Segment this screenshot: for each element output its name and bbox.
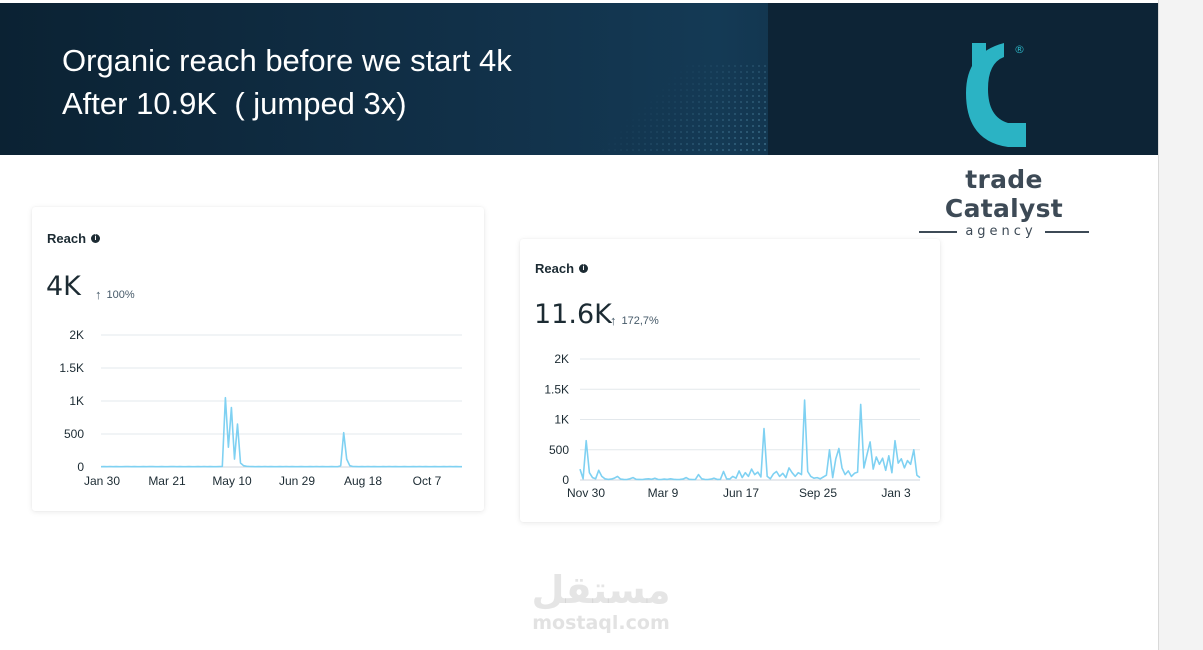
brand-name: trade Catalyst: [944, 165, 1064, 223]
headline-line-1: Organic reach before we start 4k: [62, 43, 512, 78]
x-tick-label: Sep 25: [799, 486, 837, 500]
tagline-rule-left: [919, 230, 958, 233]
slide: Organic reach before we start 4k After 1…: [0, 3, 1158, 634]
arrow-up-icon: ↑: [95, 287, 102, 302]
card-title-text: Reach: [535, 261, 575, 276]
mostaql-watermark: مستقل mostaql.com: [528, 568, 674, 634]
tagline-rule-right: [1044, 230, 1089, 233]
banner-logo-panel: [768, 3, 1158, 155]
x-tick-label: Nov 30: [567, 486, 605, 500]
watermark-latin: mostaql.com: [532, 612, 670, 634]
reach-change: ↑ 100%: [95, 287, 135, 302]
header-banner: Organic reach before we start 4k After 1…: [0, 3, 1158, 155]
reach-series-line: [100, 396, 462, 468]
info-icon[interactable]: i: [579, 264, 589, 273]
watermark-arabic: مستقل: [531, 568, 671, 612]
x-tick-label: Jan 3: [881, 486, 911, 500]
x-tick-label: Jan 30: [84, 474, 120, 488]
brand-tagline: agency: [965, 224, 1037, 239]
card-title-text: Reach: [47, 231, 87, 246]
reach-series-line: [579, 399, 921, 481]
arrow-up-icon: ↑: [610, 313, 617, 328]
y-tick-label: 500: [64, 427, 84, 441]
x-tick-label: Aug 18: [344, 474, 382, 488]
y-tick-label: 500: [549, 443, 569, 457]
x-tick-label: Mar 21: [148, 474, 186, 488]
reach-change: ↑ 172,7%: [610, 313, 659, 328]
trade-catalyst-logo-icon: ®: [966, 43, 1026, 147]
reach-change-value: 172,7%: [621, 314, 659, 327]
headline-line-2: After 10.9K ( jumped 3x): [62, 86, 407, 121]
reach-card-before: Reach i 4K ↑ 100% 0 500 1K 1.5K 2K Jan 30 Mar …: [32, 207, 484, 511]
y-tick-label: 1K: [69, 394, 84, 408]
reach-total: 4K: [46, 271, 81, 302]
x-tick-label: Jun 17: [723, 486, 759, 500]
x-tick-label: May 10: [212, 474, 252, 488]
y-tick-label: 1.5K: [59, 361, 84, 375]
y-tick-label: 0: [77, 460, 84, 474]
reach-card-after: Reach i 11.6K ↑ 172,7% 0 500 1K 1.5K 2K Nov 3…: [520, 239, 940, 522]
brand-logo: trade Catalyst agency: [904, 165, 1104, 239]
x-tick-label: Jun 29: [279, 474, 315, 488]
reach-chart-before: 0 500 1K 1.5K 2K Jan 30 Mar 21 May 10 Jun 29 Aug …: [59, 328, 462, 488]
reach-total: 11.6K: [534, 299, 612, 330]
brand-tagline-row: agency: [904, 224, 1104, 239]
banner-dot-pattern: [600, 63, 770, 155]
y-tick-label: 1.5K: [544, 382, 569, 396]
info-icon[interactable]: i: [91, 234, 101, 243]
reach-chart-after: 0 500 1K 1.5K 2K Nov 30 Mar 9 Jun 17 Sep 25 Jan 3: [544, 352, 921, 500]
y-tick-label: 2K: [554, 352, 569, 366]
y-tick-label: 0: [562, 473, 569, 487]
y-tick-label: 1K: [554, 413, 569, 427]
card-title: Reach i: [47, 231, 101, 246]
x-tick-label: Mar 9: [648, 486, 679, 500]
x-tick-label: Oct 7: [413, 474, 442, 488]
y-tick-label: 2K: [69, 328, 84, 342]
headline: Organic reach before we start 4k After 1…: [62, 39, 512, 125]
right-gutter: [1158, 0, 1203, 650]
card-title: Reach i: [535, 261, 589, 276]
registered-mark: ®: [1014, 43, 1025, 56]
reach-change-value: 100%: [106, 288, 135, 301]
